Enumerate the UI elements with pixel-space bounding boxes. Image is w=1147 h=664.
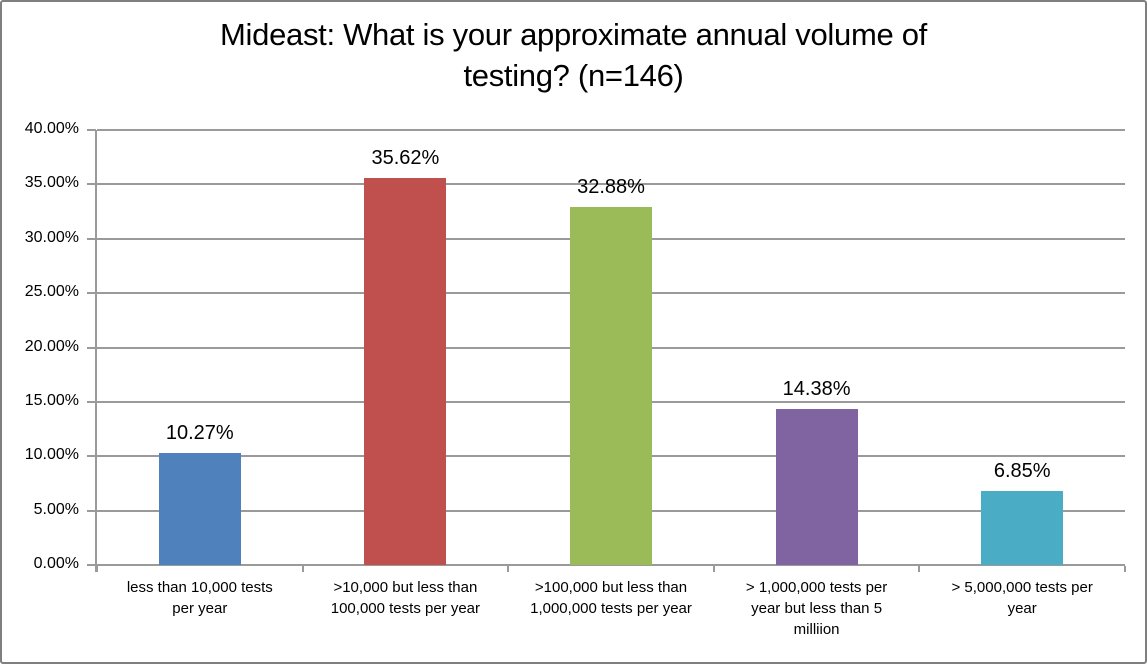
y-axis-label: 10.00%	[24, 446, 79, 464]
x-category-label: > 5,000,000 tests per year	[951, 579, 1093, 617]
y-axis-label: 35.00%	[24, 174, 79, 192]
y-axis-tick	[87, 292, 96, 295]
y-axis-label: 40.00%	[24, 120, 79, 137]
plot-gridline	[97, 129, 1125, 131]
bar-value-label: 6.85%	[993, 459, 1051, 482]
y-axis-tick	[87, 129, 96, 131]
y-axis-label: 5.00%	[33, 500, 79, 518]
chart-title: Mideast: What is your approximate annual…	[220, 17, 927, 93]
bar-value-label: 10.27%	[165, 422, 234, 445]
bar-value-label: 32.88%	[577, 176, 645, 199]
bar-1	[364, 177, 447, 565]
x-category-label: >10,000 but less than 100,000 tests per …	[330, 579, 481, 617]
y-axis-line	[95, 130, 97, 572]
y-axis-label: 15.00%	[24, 391, 79, 409]
bar-2	[570, 207, 652, 565]
y-axis-tick	[87, 509, 96, 512]
bar-value-label: 35.62%	[371, 146, 440, 169]
y-axis-label: 30.00%	[24, 228, 79, 246]
plot-gridline	[97, 564, 1125, 566]
x-axis-tick	[96, 566, 98, 572]
y-axis-label: 0.00%	[33, 555, 79, 572]
y-axis-label: 20.00%	[24, 337, 79, 355]
y-axis-tick	[87, 346, 96, 349]
plot-gridline	[97, 183, 1125, 186]
x-axis-tick	[301, 566, 304, 572]
y-axis-tick	[87, 237, 96, 240]
x-axis-tick	[712, 566, 715, 572]
x-category-label: >100,000 but less than 1,000,000 tests p…	[530, 579, 692, 617]
bar-3	[775, 408, 858, 565]
y-axis-tick	[87, 455, 96, 458]
y-axis-tick	[87, 400, 96, 403]
y-axis-tick	[87, 564, 96, 566]
x-axis-tick	[1124, 566, 1126, 572]
x-category-label: > 1,000,000 tests per year but less than…	[745, 579, 888, 638]
x-category-label: less than 10,000 tests per year	[126, 579, 273, 617]
x-axis-tick	[507, 566, 510, 572]
bar-value-label: 14.38%	[782, 377, 851, 400]
x-axis-tick	[918, 566, 921, 572]
bar-0	[158, 453, 241, 565]
bar-4	[981, 490, 1064, 565]
y-axis-tick	[87, 183, 96, 186]
y-axis-label: 25.00%	[24, 283, 79, 301]
